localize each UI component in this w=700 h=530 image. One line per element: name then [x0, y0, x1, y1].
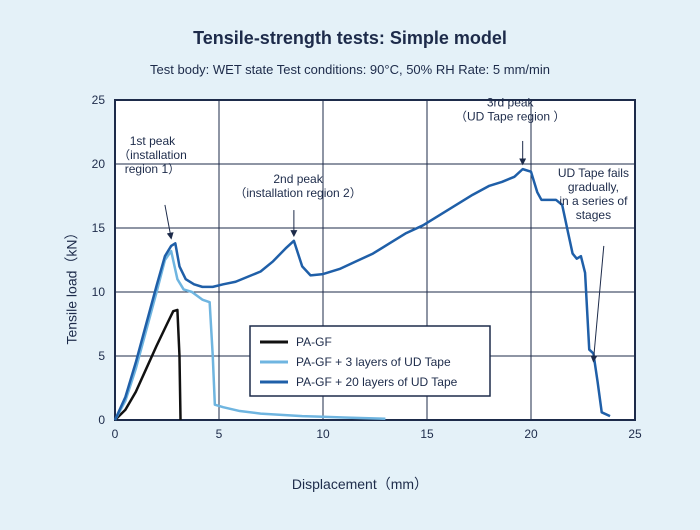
- x-tick-label: 15: [420, 427, 434, 441]
- x-tick-label: 5: [216, 427, 223, 441]
- chart-subtitle: Test body: WET state Test conditions: 90…: [0, 62, 700, 77]
- y-tick-label: 15: [92, 221, 106, 235]
- x-tick-label: 10: [316, 427, 330, 441]
- annotation-text: 3rd peak: [487, 95, 535, 109]
- x-tick-label: 0: [112, 427, 119, 441]
- y-tick-label: 5: [98, 349, 105, 363]
- annotation-text: stages: [576, 208, 611, 222]
- page-root: Tensile-strength tests: Simple model Tes…: [0, 0, 700, 530]
- y-tick-label: 10: [92, 285, 106, 299]
- annotation-text: in a series of: [559, 194, 628, 208]
- chart-title: Tensile-strength tests: Simple model: [0, 28, 700, 49]
- legend-label: PA-GF + 3 layers of UD Tape: [296, 355, 451, 369]
- chart-svg: 051015202505101520251st peak（installatio…: [60, 80, 660, 460]
- x-axis-label: Displacement（mm）: [60, 474, 660, 494]
- annotation-text: （installation region 2）: [234, 186, 361, 200]
- annotation-text: UD Tape fails: [558, 166, 629, 180]
- annotation-text: region 1）: [125, 162, 180, 176]
- legend-label: PA-GF + 20 layers of UD Tape: [296, 375, 458, 389]
- legend-label: PA-GF: [296, 335, 332, 349]
- y-axis-label: Tensile load（kN）: [62, 225, 82, 344]
- x-tick-label: 25: [628, 427, 642, 441]
- chart-container: Tensile load（kN） 0 5 10 15 20 25 0 5 10 15 20 25 1st…: [60, 80, 660, 490]
- annotation-text: 1st peak: [130, 134, 176, 148]
- y-tick-label: 25: [92, 93, 106, 107]
- annotation-text: gradually,: [568, 180, 619, 194]
- annotation-text: 2nd peak: [273, 172, 323, 186]
- annotation-text: （installation: [118, 148, 187, 162]
- y-tick-label: 20: [92, 157, 106, 171]
- x-tick-label: 20: [524, 427, 538, 441]
- y-tick-label: 0: [98, 413, 105, 427]
- annotation-text: （UD Tape region ）: [455, 109, 566, 123]
